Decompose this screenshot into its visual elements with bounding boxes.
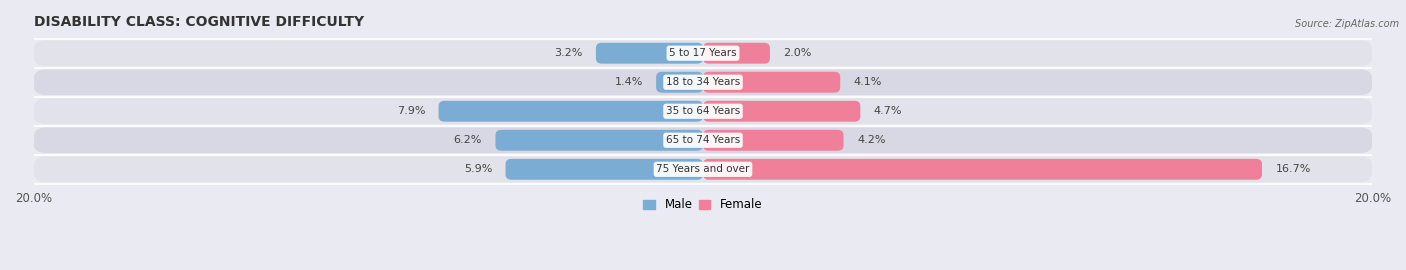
Text: 4.7%: 4.7% [873,106,903,116]
Text: DISABILITY CLASS: COGNITIVE DIFFICULTY: DISABILITY CLASS: COGNITIVE DIFFICULTY [34,15,364,29]
Text: 6.2%: 6.2% [454,135,482,145]
Text: 35 to 64 Years: 35 to 64 Years [666,106,740,116]
Text: 5.9%: 5.9% [464,164,492,174]
Text: 4.2%: 4.2% [858,135,886,145]
FancyBboxPatch shape [34,69,1372,95]
Text: 75 Years and over: 75 Years and over [657,164,749,174]
Text: Source: ZipAtlas.com: Source: ZipAtlas.com [1295,19,1399,29]
FancyBboxPatch shape [506,159,703,180]
FancyBboxPatch shape [439,101,703,122]
FancyBboxPatch shape [657,72,703,93]
FancyBboxPatch shape [34,127,1372,153]
Text: 65 to 74 Years: 65 to 74 Years [666,135,740,145]
FancyBboxPatch shape [34,157,1372,182]
FancyBboxPatch shape [703,72,841,93]
FancyBboxPatch shape [703,159,1263,180]
FancyBboxPatch shape [703,130,844,151]
Text: 2.0%: 2.0% [783,48,811,58]
Text: 3.2%: 3.2% [554,48,582,58]
Text: 18 to 34 Years: 18 to 34 Years [666,77,740,87]
Text: 16.7%: 16.7% [1275,164,1310,174]
Text: 1.4%: 1.4% [614,77,643,87]
Text: 7.9%: 7.9% [396,106,425,116]
FancyBboxPatch shape [703,43,770,64]
FancyBboxPatch shape [596,43,703,64]
FancyBboxPatch shape [495,130,703,151]
Text: 5 to 17 Years: 5 to 17 Years [669,48,737,58]
FancyBboxPatch shape [34,40,1372,66]
FancyBboxPatch shape [34,99,1372,124]
FancyBboxPatch shape [703,101,860,122]
Text: 4.1%: 4.1% [853,77,882,87]
Legend: Male, Female: Male, Female [638,194,768,216]
